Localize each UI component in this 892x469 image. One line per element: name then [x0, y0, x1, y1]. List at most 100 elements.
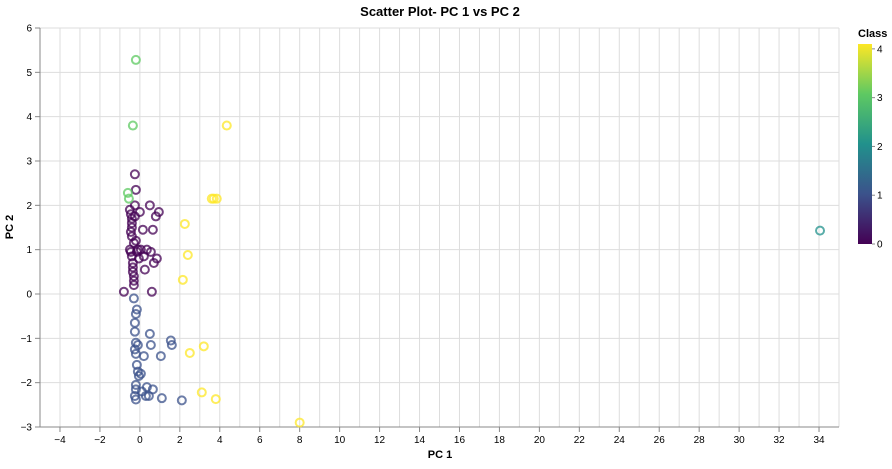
- data-point: [129, 169, 140, 180]
- y-tick-label: 0: [26, 290, 32, 301]
- data-point: [139, 264, 150, 275]
- chart-title: Scatter Plot- PC 1 vs PC 2: [360, 4, 520, 19]
- data-point: [134, 206, 145, 217]
- data-point: [182, 249, 193, 260]
- axes: −4 −2 0 2 4 6 8 10 12 14 16 18 20 22 24 26 28 30 32 34−3−2−…: [21, 24, 839, 446]
- data-point: [131, 359, 142, 370]
- data-point: [130, 54, 141, 65]
- x-tick-label: 28: [694, 435, 706, 446]
- y-axis-label: PC 2: [4, 215, 16, 239]
- data-point: [130, 184, 141, 195]
- legend-tick-label: 2: [877, 142, 883, 153]
- data-point: [133, 371, 144, 382]
- legend-tick-label: 3: [877, 93, 883, 104]
- data-point: [128, 293, 139, 304]
- data-point: [128, 275, 139, 286]
- data-point: [147, 384, 158, 395]
- legend-tick-label: 4: [877, 44, 883, 55]
- x-tick-label: 2: [177, 435, 183, 446]
- y-tick-label: −3: [21, 423, 33, 434]
- y-tick-label: 3: [26, 157, 32, 168]
- scatter-points: [118, 54, 826, 428]
- data-point: [153, 206, 164, 217]
- data-point: [130, 235, 141, 246]
- data-point: [122, 187, 133, 198]
- data-point: [196, 387, 207, 398]
- data-point: [129, 317, 140, 328]
- x-tick-label: 20: [534, 435, 546, 446]
- data-point: [130, 384, 141, 395]
- legend: Class 0 1 2 3 4: [858, 28, 887, 251]
- data-point: [177, 274, 188, 285]
- legend-title: Class: [858, 28, 887, 40]
- x-tick-label: 6: [257, 435, 263, 446]
- x-tick-label: 24: [614, 435, 626, 446]
- legend-tick-label: 1: [877, 191, 883, 202]
- data-point: [146, 286, 157, 297]
- data-point: [129, 326, 140, 337]
- x-tick-label: 30: [734, 435, 746, 446]
- x-tick-label: −2: [94, 435, 106, 446]
- y-tick-label: 4: [26, 112, 32, 123]
- x-tick-label: 14: [414, 435, 426, 446]
- data-point: [144, 200, 155, 211]
- y-tick-label: 2: [26, 201, 32, 212]
- data-point: [145, 339, 156, 350]
- data-point: [129, 344, 140, 355]
- data-point: [129, 200, 140, 211]
- data-point: [165, 335, 176, 346]
- data-point: [127, 120, 138, 131]
- data-point: [130, 394, 141, 405]
- x-tick-label: 18: [494, 435, 506, 446]
- data-point: [125, 226, 136, 237]
- data-point: [151, 253, 162, 264]
- data-point: [198, 341, 209, 352]
- data-point: [210, 394, 221, 405]
- data-point: [294, 417, 305, 428]
- data-point: [138, 351, 149, 362]
- x-tick-label: −4: [54, 435, 66, 446]
- data-point: [179, 218, 190, 229]
- data-point: [123, 193, 134, 204]
- x-tick-label: 8: [297, 435, 303, 446]
- data-point: [130, 337, 141, 348]
- data-point: [815, 225, 826, 236]
- data-point: [118, 286, 129, 297]
- y-tick-label: −1: [21, 334, 33, 345]
- data-point: [144, 328, 155, 339]
- data-point: [131, 304, 142, 315]
- data-point: [166, 339, 177, 350]
- x-tick-label: 32: [774, 435, 786, 446]
- x-tick-label: 22: [574, 435, 586, 446]
- x-tick-label: 0: [137, 435, 143, 446]
- data-point: [176, 395, 187, 406]
- x-tick-label: 34: [813, 435, 825, 446]
- data-point: [128, 280, 139, 291]
- x-tick-label: 26: [654, 435, 666, 446]
- y-tick-label: 5: [26, 68, 32, 79]
- data-point: [130, 379, 141, 390]
- legend-tick-label: 0: [877, 240, 883, 251]
- x-tick-label: 12: [374, 435, 386, 446]
- data-point: [156, 393, 167, 404]
- x-tick-label: 10: [334, 435, 346, 446]
- x-tick-label: 16: [454, 435, 466, 446]
- data-point: [145, 246, 156, 257]
- y-tick-label: 1: [26, 245, 32, 256]
- data-point: [131, 246, 142, 257]
- data-point: [135, 368, 146, 379]
- data-point: [221, 120, 232, 131]
- data-point: [141, 382, 152, 393]
- x-axis-label: PC 1: [428, 449, 452, 461]
- grid: [39, 27, 840, 428]
- data-point: [184, 347, 195, 358]
- x-tick-label: 4: [217, 435, 223, 446]
- data-point: [211, 193, 222, 204]
- legend-color-bar: [858, 44, 872, 244]
- data-point: [155, 351, 166, 362]
- data-point: [137, 224, 148, 235]
- y-tick-label: 6: [26, 24, 32, 35]
- data-point: [147, 224, 158, 235]
